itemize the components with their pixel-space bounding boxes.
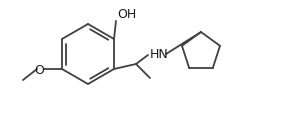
Text: OH: OH <box>117 8 136 21</box>
Text: HN: HN <box>150 47 169 60</box>
Text: O: O <box>34 63 44 76</box>
